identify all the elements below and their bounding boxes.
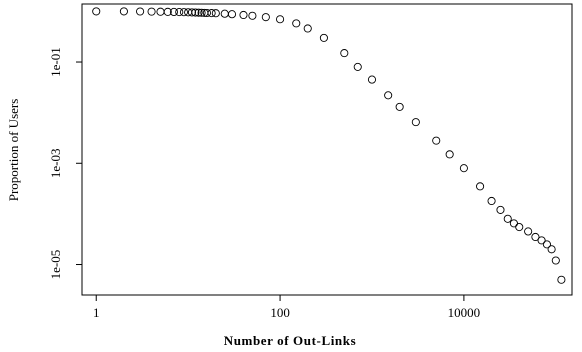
data-point: [496, 205, 505, 214]
data-point: [367, 75, 377, 84]
data-point: [202, 8, 211, 18]
data-point: [524, 227, 533, 236]
data-point: [395, 102, 404, 111]
data-point: [136, 7, 145, 16]
data-point: [276, 15, 285, 24]
data-point: [92, 7, 101, 16]
data-point: [353, 62, 362, 71]
data-point: [384, 91, 393, 100]
y-axis: 1e-01 1e-03 1e-05: [48, 47, 82, 279]
data-point: [147, 7, 156, 16]
data-point: [175, 8, 184, 17]
data-point: [220, 9, 229, 18]
data-point: [547, 245, 556, 254]
x-tick-label: 10000: [448, 305, 481, 320]
data-point: [531, 232, 540, 242]
data-point: [197, 8, 206, 17]
data-point: [340, 49, 349, 58]
data-point: [248, 11, 257, 20]
data-point: [542, 240, 551, 249]
data-point: [239, 10, 248, 20]
data-point: [119, 7, 128, 16]
data-point: [445, 150, 454, 159]
x-axis: 1 100 10000: [93, 295, 480, 320]
y-tick-label: 1e-05: [48, 250, 63, 280]
x-tick-label: 1: [93, 305, 100, 320]
data-point: [459, 164, 468, 173]
data-point: [227, 10, 237, 19]
data-point: [476, 182, 485, 191]
data-point: [537, 236, 546, 245]
y-tick-label: 1e-01: [48, 47, 63, 77]
data-point: [303, 24, 312, 33]
x-axis-title: Number of Out-Links: [224, 333, 357, 348]
data-point: [487, 196, 496, 206]
data-point: [551, 256, 560, 265]
data-point: [509, 219, 518, 228]
data-point: [163, 7, 172, 16]
points-layer: [92, 7, 566, 284]
data-point: [179, 8, 188, 17]
data-point: [515, 222, 524, 232]
plot-frame: [81, 3, 573, 296]
data-point: [432, 136, 441, 145]
data-point: [261, 13, 270, 22]
data-point: [187, 8, 197, 17]
data-point: [191, 8, 200, 17]
data-point: [292, 19, 301, 28]
data-point: [411, 118, 420, 127]
data-point: [557, 275, 566, 284]
data-point: [319, 33, 328, 42]
x-tick-label: 100: [270, 305, 290, 320]
y-tick-label: 1e-03: [48, 148, 63, 178]
data-point: [194, 8, 203, 17]
data-point: [156, 7, 165, 16]
data-point: [169, 7, 178, 17]
y-axis-title: Proportion of Users: [6, 99, 21, 202]
data-point: [211, 9, 220, 18]
data-point: [503, 214, 512, 223]
data-point: [207, 9, 216, 18]
